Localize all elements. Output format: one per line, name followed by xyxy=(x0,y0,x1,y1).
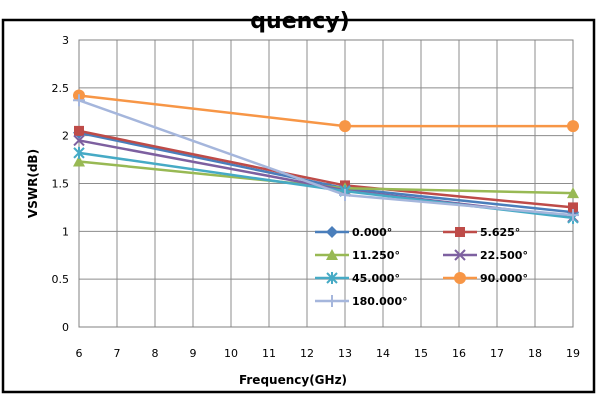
legend-label: 22.500° xyxy=(480,249,528,262)
x-tick-label: 7 xyxy=(114,347,121,360)
x-tick-label: 10 xyxy=(224,347,238,360)
x-axis-title: Frequency(GHz) xyxy=(239,373,347,387)
x-tick-label: 6 xyxy=(76,347,83,360)
x-tick-label: 17 xyxy=(490,347,504,360)
x-tick-label: 8 xyxy=(152,347,159,360)
y-tick-label: 2.5 xyxy=(52,82,70,95)
legend-label: 90.000° xyxy=(480,272,528,285)
y-tick-label: 1.5 xyxy=(52,178,70,191)
x-tick-label: 14 xyxy=(376,347,390,360)
y-tick-label: 2 xyxy=(62,130,69,143)
x-tick-label: 16 xyxy=(452,347,466,360)
legend-label: 45.000° xyxy=(352,272,400,285)
x-tick-label: 9 xyxy=(190,347,197,360)
legend-item: 45.000° xyxy=(315,272,400,285)
legend-swatch-marker xyxy=(455,227,465,237)
x-tick-label: 15 xyxy=(414,347,428,360)
series-point xyxy=(567,120,579,132)
legend-label: 11.250° xyxy=(352,249,400,262)
y-tick-label: 0 xyxy=(62,321,69,334)
x-tick-label: 13 xyxy=(338,347,352,360)
y-tick-label: 1 xyxy=(62,225,69,238)
legend-label: 180.000° xyxy=(352,295,408,308)
chart-title-fragment: quency) xyxy=(250,9,349,34)
legend-label: 5.625° xyxy=(480,226,520,239)
series-point xyxy=(339,120,351,132)
x-tick-label: 12 xyxy=(300,347,314,360)
x-tick-label: 18 xyxy=(528,347,542,360)
y-tick-label: 0.5 xyxy=(52,273,70,286)
legend-label: 0.000° xyxy=(352,226,392,239)
x-tick-label: 11 xyxy=(262,347,276,360)
legend-item: 22.500° xyxy=(443,249,528,262)
y-axis-title: VSWR(dB) xyxy=(26,149,40,218)
x-tick-label: 19 xyxy=(566,347,580,360)
y-tick-label: 3 xyxy=(62,34,69,47)
series-point xyxy=(74,126,84,136)
legend-swatch-marker xyxy=(454,272,466,284)
